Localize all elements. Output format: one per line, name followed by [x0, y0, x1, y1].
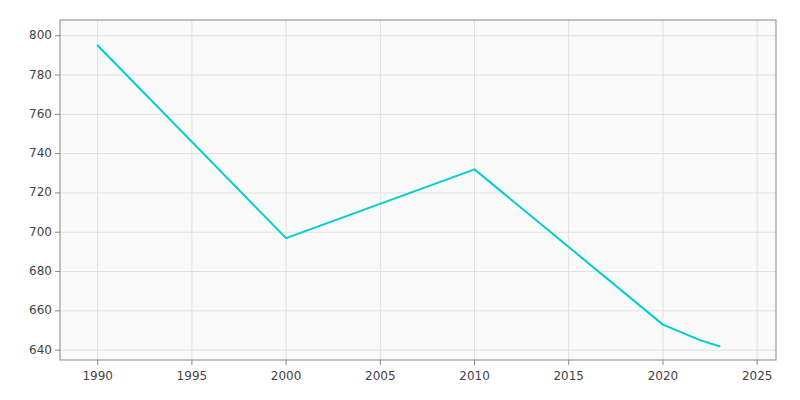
grid-line	[662, 20, 663, 360]
grid-line	[60, 310, 776, 311]
y-tick-label: 780	[29, 68, 52, 82]
x-tick-label: 1990	[82, 369, 113, 383]
x-tick-label: 1995	[177, 369, 208, 383]
grid-line	[286, 20, 287, 360]
y-tick-label: 720	[29, 185, 52, 199]
tick-mark	[97, 360, 98, 365]
plot-frame	[60, 20, 776, 360]
grid-line	[568, 20, 569, 360]
tick-mark	[55, 310, 60, 311]
tick-mark	[55, 271, 60, 272]
page: {"chart_data": {"type": "line", "x": [19…	[0, 0, 800, 400]
x-tick-label: 2025	[742, 369, 773, 383]
plot-area	[60, 20, 776, 360]
line	[98, 46, 720, 347]
y-tick-label: 700	[29, 225, 52, 239]
grid	[60, 20, 776, 360]
tick-mark	[55, 75, 60, 76]
tick-mark	[568, 360, 569, 365]
y-tick-label: 800	[29, 28, 52, 42]
grid-line	[60, 114, 776, 115]
data-group	[98, 46, 720, 347]
tick-mark	[55, 232, 60, 233]
y-tick-label: 740	[29, 146, 52, 160]
x-tick-label: 2005	[365, 369, 396, 383]
x-tick-label: 2000	[271, 369, 302, 383]
tick-mark	[662, 360, 663, 365]
tick-mark	[286, 360, 287, 365]
tick-mark	[55, 153, 60, 154]
grid-line	[60, 232, 776, 233]
tick-mark	[55, 350, 60, 351]
y-tick-label: 760	[29, 107, 52, 121]
tick-mark	[55, 192, 60, 193]
tick-mark	[474, 360, 475, 365]
tick-mark	[55, 35, 60, 36]
grid-line	[380, 20, 381, 360]
x-tick-label: 2015	[553, 369, 584, 383]
tick-mark	[757, 360, 758, 365]
x-tick-label: 2020	[648, 369, 679, 383]
grid-line	[191, 20, 192, 360]
tick-mark	[380, 360, 381, 365]
grid-line	[60, 75, 776, 76]
grid-line	[60, 192, 776, 193]
grid-line	[474, 20, 475, 360]
grid-line	[60, 153, 776, 154]
grid-line	[60, 35, 776, 36]
tick-mark	[55, 114, 60, 115]
x-tick-label: 2010	[459, 369, 490, 383]
y-tick-label: 680	[29, 264, 52, 278]
grid-line	[97, 20, 98, 360]
axes: 640 660 680 700 720 740 760 780 800 1990 1995 2000 2…	[29, 20, 776, 383]
tick-mark	[191, 360, 192, 365]
grid-line	[60, 271, 776, 272]
y-tick-label: 640	[29, 343, 52, 357]
chart: 640 660 680 700 720 740 760 780 800 1990 1995 2000 2…	[0, 0, 800, 400]
grid-line	[757, 20, 758, 360]
grid-line	[60, 350, 776, 351]
y-tick-label: 660	[29, 303, 52, 317]
